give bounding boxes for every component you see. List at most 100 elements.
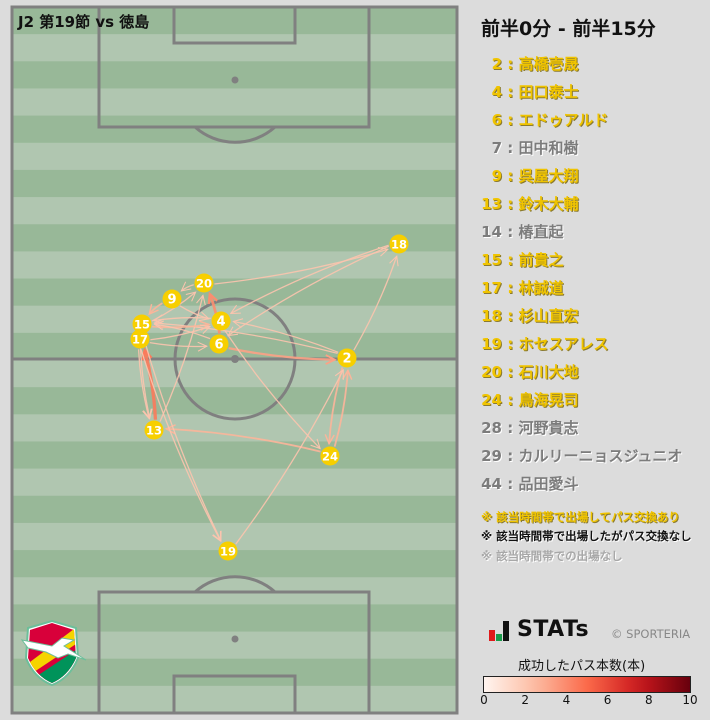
player-marker-number: 6 <box>214 338 223 353</box>
player-number: 2 <box>491 55 502 73</box>
period-title: 前半0分 - 前半15分 <box>481 18 656 40</box>
pass-arrow <box>150 325 211 341</box>
player-name: 田口泰士 <box>518 83 579 101</box>
player-separator: : <box>502 279 519 297</box>
player-row: 7 : 田中和樹 <box>478 136 708 164</box>
pass-arrow <box>154 323 211 340</box>
player-marker-circle <box>144 420 164 440</box>
player-number: 20 <box>481 363 502 381</box>
arrowhead-icon <box>148 304 159 316</box>
pitch-stripe <box>12 115 457 144</box>
pitch-stripe <box>12 88 457 117</box>
player-separator: : <box>502 307 519 325</box>
player-name: 高橋壱晟 <box>518 55 579 73</box>
pitch-stripe <box>12 468 457 497</box>
player-separator: : <box>502 223 519 241</box>
player-separator: : <box>502 419 519 437</box>
pass-arrow <box>137 349 150 419</box>
arrowhead-icon <box>212 530 222 542</box>
pitch-stripe <box>12 387 457 415</box>
arrowhead-icon <box>153 320 165 331</box>
player-marker: 6 <box>209 334 229 354</box>
pass-arrow <box>224 330 321 450</box>
player-row: 17 : 林誠道 <box>478 276 708 304</box>
colorbar-tick-label: 10 <box>682 693 698 707</box>
pass-arrows <box>137 244 399 545</box>
player-separator: : <box>502 475 519 493</box>
pitch-stripe <box>12 197 457 225</box>
player-number: 44 <box>481 475 502 493</box>
arrowhead-icon <box>342 368 353 380</box>
arrowhead-icon <box>185 291 197 302</box>
player-marker-circle <box>209 334 229 354</box>
player-marker-circle <box>194 273 214 293</box>
pass-arrow <box>214 248 389 285</box>
pitch-stripe <box>12 34 457 62</box>
player-marker-number: 19 <box>220 545 236 559</box>
arrowhead-icon <box>196 294 206 306</box>
player-number: 14 <box>481 223 502 241</box>
stats-bars-icon <box>489 621 509 641</box>
player-name: 田中和樹 <box>518 139 579 157</box>
center-circle <box>173 297 297 421</box>
pass-arrow <box>154 322 338 355</box>
player-name: 杉山直宏 <box>518 307 579 325</box>
pitch-stripe <box>12 278 457 307</box>
pitch-stripe <box>12 685 457 714</box>
player-marker: 17 <box>130 329 150 349</box>
player-row: 24 : 鳥海晃司 <box>478 388 708 416</box>
pitch-stripe <box>12 658 457 687</box>
player-number: 17 <box>481 279 502 297</box>
bottom-penalty-arc <box>194 575 276 594</box>
player-name: 河野貴志 <box>518 419 579 437</box>
player-marker: 20 <box>194 273 214 293</box>
pass-arrow <box>166 427 321 453</box>
player-marker: 2 <box>337 348 357 368</box>
pass-arrow <box>159 295 204 422</box>
pitch-stripe <box>12 360 457 388</box>
player-separator: : <box>502 363 519 381</box>
pitch-stripe <box>12 169 457 198</box>
stats-brand-text: STATs <box>517 617 590 642</box>
colorbar-title: 成功したパス本数(本) <box>518 659 646 674</box>
player-marker: 19 <box>218 541 238 561</box>
player-marker: 24 <box>320 446 340 466</box>
pass-arrow <box>140 349 222 542</box>
player-separator: : <box>502 83 519 101</box>
player-marker-circle <box>132 314 152 334</box>
player-number: 6 <box>491 111 502 129</box>
player-marker-number: 15 <box>134 318 150 332</box>
player-row: 18 : 杉山直宏 <box>478 304 708 332</box>
player-number: 24 <box>481 391 502 409</box>
top-penalty-arc <box>194 125 276 144</box>
player-marker-number: 18 <box>391 238 407 252</box>
stats-logo: STATs <box>489 619 589 641</box>
player-row: 6 : エドゥアルド <box>478 108 708 136</box>
bottom-penalty-spot <box>231 635 239 643</box>
player-separator: : <box>502 391 519 409</box>
player-row: 19 : ホセスアレス <box>478 332 708 360</box>
pitch-stripe <box>12 251 457 280</box>
player-row: 20 : 石川大地 <box>478 360 708 388</box>
player-marker-number: 4 <box>216 315 225 330</box>
player-separator: : <box>502 195 519 213</box>
colorbar-tick-label: 2 <box>521 693 530 707</box>
player-marker-number: 9 <box>167 293 176 308</box>
pass-arrow <box>143 349 158 420</box>
colorbar-tick-label: 8 <box>644 693 653 707</box>
player-name: 林誠道 <box>518 279 564 297</box>
player-marker-circle <box>218 541 238 561</box>
colorbar-tick-label: 0 <box>480 693 488 707</box>
pass-arrow <box>152 323 210 329</box>
player-row: 15 : 前貴之 <box>478 248 708 276</box>
pass-arrow <box>149 341 207 348</box>
pitch-stripe <box>12 61 457 89</box>
arrowhead-icon <box>232 318 244 329</box>
pass-arrow <box>142 334 222 542</box>
top-goal-area <box>172 5 297 45</box>
player-marker-number: 20 <box>196 277 212 291</box>
arrowhead-icon <box>310 438 321 450</box>
player-marker: 13 <box>144 420 164 440</box>
pass-arrow <box>227 245 390 337</box>
player-marker-circle <box>389 234 409 254</box>
